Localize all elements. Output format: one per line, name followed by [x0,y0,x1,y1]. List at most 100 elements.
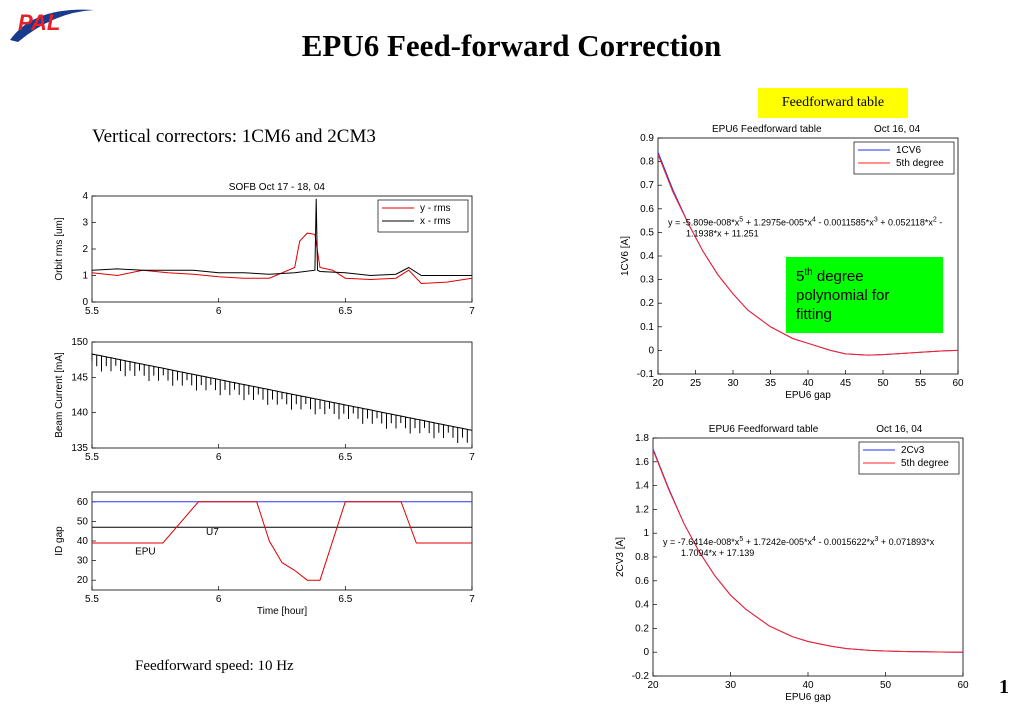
fit-equation-line-2: 1.7094*x + 17.139 [681,548,754,558]
series-line-epu [92,501,472,581]
y-tick-label: 0.7 [640,180,654,191]
y-tick-label: 0.4 [635,600,649,611]
y-tick-label: 40 [77,536,89,547]
y-tick-label: 3 [82,218,88,229]
y-tick-label: 50 [77,516,89,527]
x-tick-label: 50 [880,680,892,691]
y-axis-label: ID gap [54,526,65,556]
x-tick-label: 5.5 [85,452,99,463]
note-rest: degree [812,268,864,285]
y-tick-label: 1.2 [635,504,649,515]
page-title: EPU6 Feed-forward Correction [301,28,722,63]
y-tick-label: 20 [77,575,89,586]
y-axis-label: 2CV3 [A] [615,537,626,577]
y-tick-label: 140 [71,408,88,419]
orbit-rms-chart: 5.5 6 6.5 7 0 1 2 3 4 SOFB Oct 17 - 18, 04 Orbit r… [54,182,475,317]
y-tick-label: -0.2 [632,671,650,682]
x-tick-label: 6 [216,306,222,317]
vertical-correctors-text: Vertical correctors: 1CM6 and 2CM3 [92,126,376,147]
y-tick-label: 0.5 [640,227,654,238]
series-line-5th-degree [657,154,959,356]
y-tick-label: 0.8 [635,552,649,563]
note-line-1: 5th degree [796,263,943,286]
y-tick-label: 1 [82,271,88,282]
plot-frame [91,491,473,591]
y-tick-label: 1.8 [635,433,649,444]
plot-frame [652,437,964,677]
beam-current-chart: 5.5 6 6.5 7 135 140 145 150 Beam Current [mA] [54,337,475,463]
x-tick-label: 7 [469,306,475,317]
legend-box [377,199,469,233]
legend-box [858,441,960,475]
series-line-y---rms [91,232,473,285]
chart-title: EPU6 Feedforward table [709,424,819,435]
x-tick-label: 20 [652,378,664,389]
series-line-0 [91,353,473,443]
x-tick-label: 5.5 [85,594,99,605]
y-tick-label: 60 [77,497,89,508]
x-tick-label: 40 [802,680,814,691]
y-tick-label: 30 [77,556,89,567]
y-tick-label: 1 [643,528,649,539]
y-tick-label: 145 [71,372,88,383]
fit-equation-line-1: y = -7.6414e-008*x5 + 1.7242e-005*x4 - 0… [663,536,935,547]
y-tick-label: 135 [71,443,88,454]
y-tick-label: 0.8 [640,157,654,168]
x-tick-label: 50 [877,378,889,389]
legend-label: x - rms [420,216,451,227]
y-tick-label: 1.6 [635,457,649,468]
fit-equation-line-2: 1.1938*x + 11.251 [686,228,759,238]
y-tick-label: 0 [648,345,654,356]
x-tick-label: 6.5 [338,594,352,605]
legend-box [853,141,955,175]
logo-swoosh [10,9,94,42]
x-tick-label: 6 [216,594,222,605]
feedforward-1cv6-chart: 20 25 30 35 40 45 50 55 60 -0.1 0 0.1 0.2 0.3 0.4 0.5 0.… [620,124,964,401]
y-axis-label: Beam Current [mA] [54,352,65,438]
chart-date: Oct 16, 04 [874,124,921,135]
plot-frame [657,137,959,375]
legend-label: 2Cv3 [901,445,925,456]
y-tick-label: 0.2 [640,298,654,309]
y-tick-label: 1.4 [635,481,649,492]
y-tick-label: 0.6 [635,576,649,587]
y-axis-label: 1CV6 [A] [620,236,631,276]
pal-logo: PAL [10,9,94,42]
legend-label: 5th degree [896,158,944,169]
y-tick-label: 0.3 [640,275,654,286]
legend-label: y - rms [420,203,451,214]
x-tick-label: 35 [765,378,777,389]
fit-equation-line-1: y = -5.809e-008*x5 + 1.2975e-005*x4 - 0.… [668,216,942,227]
page-number: 1 [999,676,1009,698]
x-tick-label: 7 [469,594,475,605]
x-tick-label: 30 [727,378,739,389]
feedforward-speed-text: Feedforward speed: 10 Hz [135,658,294,674]
x-tick-label: 6.5 [338,452,352,463]
y-tick-label: 0 [82,297,88,308]
note-sup: th [804,267,813,278]
x-tick-label: 60 [952,378,964,389]
annotation-u7: U7 [206,527,219,538]
x-tick-label: 40 [802,378,814,389]
y-tick-label: 2 [82,244,88,255]
x-tick-label: 55 [915,378,927,389]
x-tick-label: 20 [647,680,659,691]
series-line-5th-degree [652,449,964,653]
y-tick-label: 0.2 [635,623,649,634]
legend-label: 1CV6 [896,145,921,156]
y-axis-label: Orbit rms [um] [54,217,65,281]
fitting-note: 5th degree polynomial for fitting [786,257,943,333]
feedforward-table-label: Feedforward table [758,88,908,118]
x-tick-label: 45 [840,378,852,389]
y-tick-label: 0.1 [640,322,654,333]
chart-date: Oct 16, 04 [876,424,923,435]
y-tick-label: 0.9 [640,133,654,144]
legend-label: 5th degree [901,458,949,469]
y-tick-label: 4 [82,191,88,202]
x-tick-label: 5.5 [85,306,99,317]
y-tick-label: 0.6 [640,204,654,215]
y-tick-label: 0.4 [640,251,654,262]
chart-title: SOFB Oct 17 - 18, 04 [229,182,326,193]
id-gap-chart: 5.5 6 6.5 7 20 30 40 50 60 Time [hour] ID gap U7 EPU [54,491,475,617]
annotation-epu: EPU [135,547,156,558]
